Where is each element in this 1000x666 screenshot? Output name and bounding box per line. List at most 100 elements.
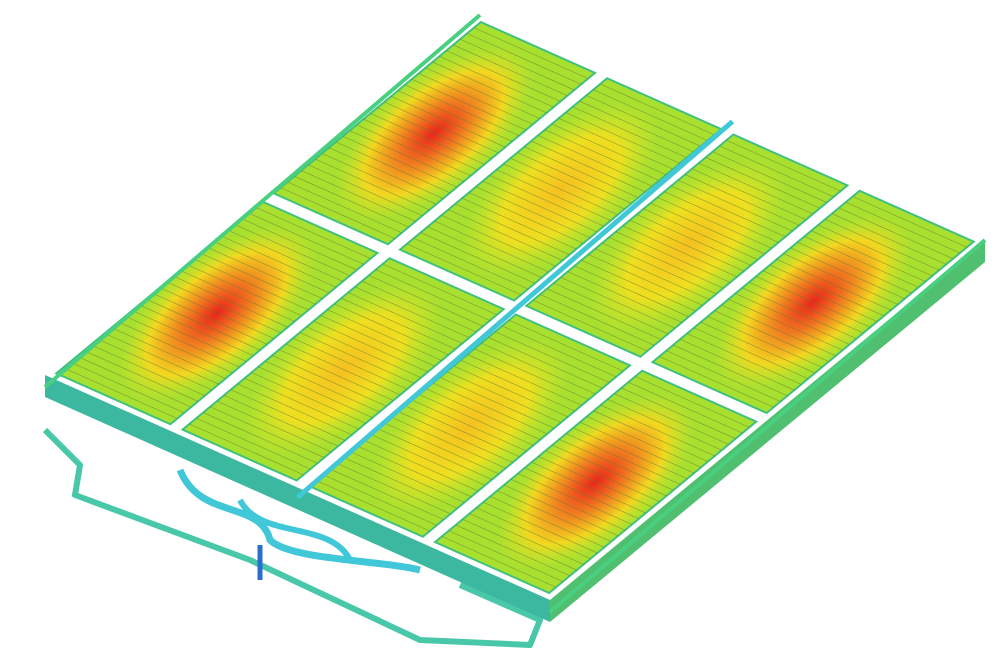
cell-separator-line xyxy=(503,484,619,537)
cell-separator-line xyxy=(432,382,548,435)
cell-separator-line xyxy=(622,225,738,278)
busbar-rail xyxy=(295,119,735,500)
cell-separator-line xyxy=(412,399,527,452)
cell-separator-line xyxy=(712,151,827,203)
cell-separator-line xyxy=(180,270,295,322)
cell-separator-line xyxy=(537,135,653,187)
cell-separator-line xyxy=(482,180,598,233)
cell-separator-line xyxy=(673,344,788,397)
cell-separator-line xyxy=(558,117,674,170)
battery-module xyxy=(398,77,724,302)
cell-separator-line xyxy=(567,271,682,323)
cell-separator-line xyxy=(432,61,547,114)
edge-rail xyxy=(548,238,987,614)
cell-separator-line xyxy=(539,294,655,346)
cell-separator-line xyxy=(679,338,795,391)
cell-separator-line xyxy=(607,399,722,451)
cell-separator-line xyxy=(221,235,337,288)
cell-separator-line xyxy=(783,253,898,305)
cell-separator-line xyxy=(497,490,612,542)
cell-separator-line xyxy=(363,118,478,171)
cell-separator-line xyxy=(69,361,185,414)
cell-separator-line xyxy=(852,196,967,248)
battery-module xyxy=(271,20,597,246)
cell-separator-line xyxy=(728,298,843,351)
cell-separator-line xyxy=(370,434,486,486)
battery-module xyxy=(524,133,850,358)
cell-separator-line xyxy=(559,438,674,491)
cell-separator-line xyxy=(455,524,571,577)
cell-separator-line xyxy=(657,197,772,249)
cell-separator-line xyxy=(104,333,219,385)
cell-separator-line xyxy=(593,410,709,462)
cell-separator-line xyxy=(354,286,470,338)
cell-separator-line xyxy=(762,270,878,322)
cell-separator-line xyxy=(350,451,465,503)
cell-separator-line xyxy=(320,315,435,367)
cell-separator-line xyxy=(494,331,610,383)
cell-separator-line xyxy=(377,428,493,480)
cell-separator-line xyxy=(459,38,575,91)
cell-separator-line xyxy=(348,292,463,344)
edge-rail xyxy=(43,13,482,389)
cell-separator-line xyxy=(714,310,829,362)
cell-separator-line xyxy=(329,468,444,520)
cell-separator-line xyxy=(545,450,660,502)
cell-separator-line xyxy=(363,439,479,492)
cell-separator-line xyxy=(370,113,485,165)
cell-separator-line xyxy=(189,423,304,476)
cell-separator-line xyxy=(145,298,261,351)
cell-separator-line xyxy=(132,310,247,362)
cell-separator-line xyxy=(572,106,687,158)
cell-separator-line xyxy=(251,372,366,424)
cell-separator-line xyxy=(552,444,667,497)
cell-separator-line xyxy=(327,309,442,361)
cell-separator-line xyxy=(138,304,254,357)
cell-separator-line xyxy=(280,187,395,239)
battery-module xyxy=(306,313,632,538)
cell-separator-line xyxy=(553,282,669,335)
cell-separator-line xyxy=(292,337,408,390)
cell-separator-line xyxy=(342,135,458,188)
cell-separator-line xyxy=(755,276,871,328)
battery-module xyxy=(180,257,506,482)
cell-separator-line xyxy=(538,456,653,508)
cell-separator-line xyxy=(244,377,359,430)
cell-separator-line xyxy=(524,146,639,198)
cell-separator-line xyxy=(97,338,212,391)
cell-separator-line xyxy=(811,230,926,282)
coolant-manifold-pipe xyxy=(237,498,353,562)
cell-separator-line xyxy=(551,123,667,176)
cell-separator-line xyxy=(334,303,449,356)
cell-separator-line xyxy=(328,147,444,199)
cell-separator-line xyxy=(356,445,472,498)
cell-separator-line xyxy=(818,224,933,277)
cell-separator-line xyxy=(258,366,373,418)
cell-separator-line xyxy=(600,83,715,136)
cell-separator-line xyxy=(533,299,648,352)
cell-separator-line xyxy=(125,315,240,368)
cell-separator-line xyxy=(496,169,611,221)
cell-separator-line xyxy=(462,518,577,571)
cell-separator-line xyxy=(368,275,484,327)
cell-separator-line xyxy=(90,344,206,396)
plate-front-face xyxy=(45,375,550,622)
cell-separator-line xyxy=(446,50,561,102)
coolant-loop-pipe xyxy=(42,427,543,648)
cell-separator-line xyxy=(194,258,309,311)
cell-separator-line xyxy=(196,417,311,470)
cell-separator-line xyxy=(831,213,947,265)
cell-separator-line xyxy=(735,293,850,345)
cell-separator-line xyxy=(698,162,814,215)
cell-separator-line xyxy=(473,27,589,79)
cell-separator-line xyxy=(474,348,589,400)
cell-separator-line xyxy=(797,241,912,294)
cell-separator-line xyxy=(693,327,809,380)
cell-separator-line xyxy=(560,277,676,329)
cell-separator-line xyxy=(294,175,409,228)
cell-separator-line xyxy=(166,281,281,334)
cell-separator-line xyxy=(488,337,603,389)
cell-separator-line xyxy=(377,107,492,159)
cell-separator-line xyxy=(356,124,471,177)
cell-separator-line xyxy=(420,232,536,284)
